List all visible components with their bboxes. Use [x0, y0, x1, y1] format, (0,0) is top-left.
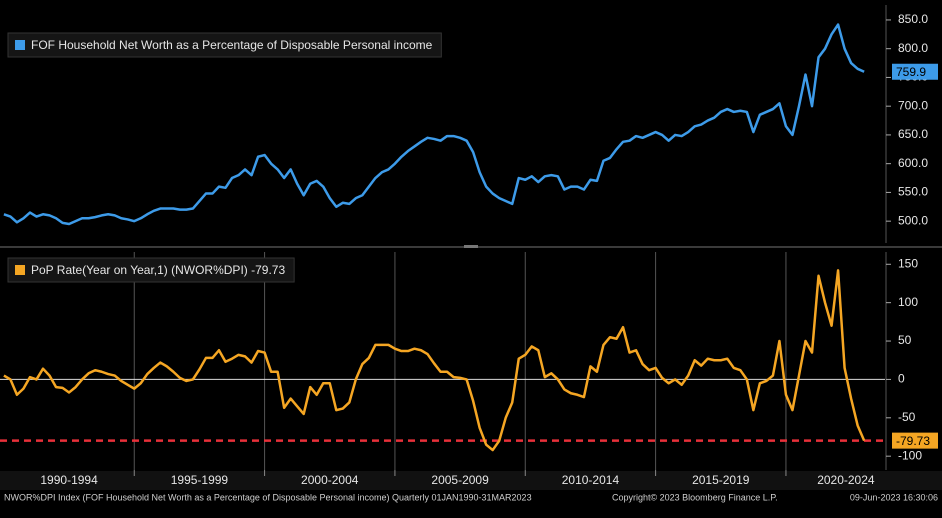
series-line	[3, 23, 865, 226]
last-value-box	[892, 63, 938, 80]
legend-swatch	[15, 265, 25, 275]
x-tick-label: 2005-2009	[431, 473, 489, 487]
y-tick-label: 500.0	[898, 213, 928, 227]
y-tick-label: 150	[898, 256, 918, 270]
series-line	[3, 269, 866, 452]
last-value-label: -79.73	[896, 434, 930, 448]
y-tick-label: -50	[898, 410, 916, 424]
x-axis-band	[0, 471, 942, 490]
y-tick-label: 700.0	[898, 98, 928, 112]
legend-label: FOF Household Net Worth as a Percentage …	[31, 38, 433, 52]
footer-right: 09-Jun-2023 16:30:06	[850, 492, 938, 502]
legend-box	[7, 32, 442, 58]
footer-left: NWOR%DPI Index (FOF Household Net Worth …	[4, 492, 532, 502]
x-tick-label: 1995-1999	[171, 473, 229, 487]
legend-box	[7, 257, 295, 283]
y-tick-label: 800.0	[898, 41, 928, 55]
last-value-box	[892, 432, 938, 449]
y-tick-label: 100	[898, 295, 918, 309]
y-tick-label: 50	[898, 333, 912, 347]
x-tick-label: 1990-1994	[40, 473, 98, 487]
y-tick-label: 0	[898, 372, 905, 386]
y-tick-label: -100	[898, 448, 922, 462]
legend-label: PoP Rate(Year on Year,1) (NWOR%DPI) -79.…	[31, 263, 285, 277]
x-tick-label: 2015-2019	[692, 473, 750, 487]
x-tick-label: 2010-2014	[562, 473, 620, 487]
y-tick-label: 650.0	[898, 127, 928, 141]
y-tick-label: 550.0	[898, 185, 928, 199]
panel-handle	[464, 245, 478, 248]
y-tick-label: 850.0	[898, 12, 928, 26]
x-tick-label: 2020-2024	[817, 473, 875, 487]
y-tick-label: 600.0	[898, 156, 928, 170]
legend-swatch	[15, 40, 25, 50]
last-value-label: 759.9	[896, 65, 926, 79]
footer-center: Copyright© 2023 Bloomberg Finance L.P.	[612, 492, 778, 502]
x-tick-label: 2000-2004	[301, 473, 359, 487]
